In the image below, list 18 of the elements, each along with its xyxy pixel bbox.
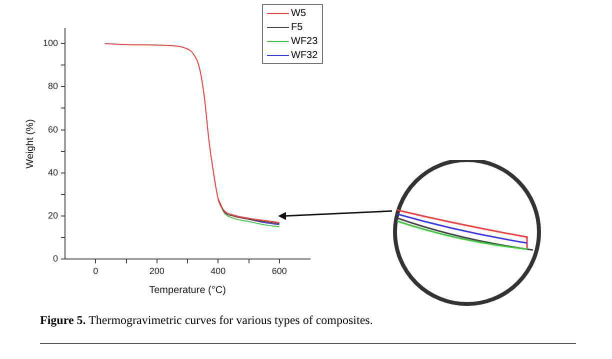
legend-label: WF23 — [290, 34, 318, 48]
line-series — [104, 43, 280, 224]
caption: Figure 5. Thermogravimetric curves for various types of composites. — [40, 313, 373, 328]
x-tick-label: 0 — [93, 266, 98, 276]
x-tick-label: 200 — [149, 266, 164, 276]
x-tick-label: 400 — [210, 266, 226, 276]
x-tick-label: 600 — [272, 266, 287, 276]
legend-label: F5 — [290, 20, 304, 34]
y-tick-label: 0 — [53, 254, 58, 264]
legend-label: WF32 — [290, 48, 318, 62]
y-tick-label: 60 — [48, 124, 58, 134]
y-axis-title: Weight (%) — [24, 119, 36, 168]
y-tick-label: 80 — [48, 81, 58, 92]
y-tick-label: 100 — [42, 38, 58, 48]
legend-label: W5 — [290, 6, 307, 20]
x-axis-title: Temperature (°C) — [149, 284, 226, 296]
y-tick-label: 20 — [48, 210, 58, 221]
y-tick-label: 40 — [48, 167, 58, 178]
